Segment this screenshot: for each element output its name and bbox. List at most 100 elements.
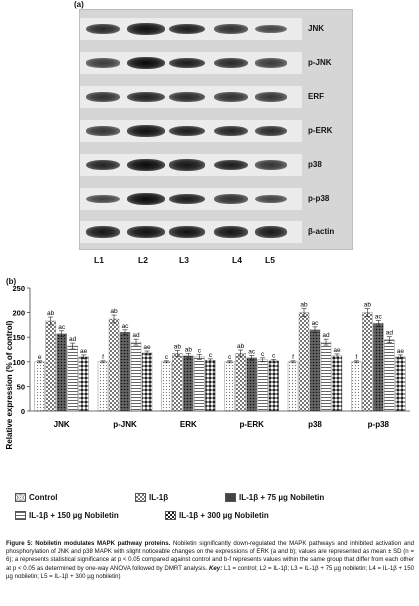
significance-letter: ac [312,320,320,327]
blot-band [255,125,287,137]
blot-band [255,226,287,238]
significance-letter: f [292,354,294,361]
bar [183,355,194,412]
significance-letter: c [261,351,265,358]
significance-letter: c [165,354,169,361]
bar [268,360,279,412]
x-tick-label: p-ERK [239,420,264,429]
blot-label: ERF [308,92,324,101]
x-tick-label: p38 [308,420,322,429]
bar [395,356,406,412]
bar [224,361,235,412]
blot-band [127,23,165,35]
legend-swatch-dots [15,493,26,502]
lane-label-l1: L1 [94,255,104,265]
legend-label: IL-1β + 150 µg Nobiletin [29,511,119,520]
blot-band [127,159,165,171]
lane-label-l4: L4 [232,255,242,265]
caption-key-label: Key: [209,564,223,572]
blot-strip [80,120,302,142]
legend-item-il1b-150: IL-1β + 150 µg Nobiletin [15,511,119,520]
blot-band [214,57,248,69]
blot-band [255,92,287,102]
blot-label: p-JNK [308,58,332,67]
bar [257,359,268,412]
bar [97,361,109,412]
legend-item-il1b-75: IL-1β + 75 µg Nobiletin [225,493,324,502]
y-tick-label: 50 [17,382,25,391]
significance-letter: c [198,347,202,354]
blot-band [169,57,205,69]
y-tick-label: 150 [12,333,25,342]
y-axis-label: Relative expression (% of control) [5,320,14,449]
significance-letter: ab [364,302,372,309]
significance-letter: f [102,354,104,361]
bar [119,332,131,412]
significance-letter: c [209,352,213,359]
blot-band [86,23,120,35]
significance-letter: f [355,354,357,361]
bar-chart: Relative expression (% of control) 0 50 10… [5,284,410,449]
legend-item-il1b-300: IL-1β + 300 µg Nobiletin [165,511,269,520]
blot-band [86,126,120,136]
figure-caption: Figure 5: Nobiletin modulates MAPK pathw… [6,540,414,581]
bar [141,352,153,412]
lane-label-l3: L3 [179,255,189,265]
blot-strip [80,221,302,243]
legend-item-control: Control [15,493,57,502]
blot-band [127,193,165,205]
significance-letter: ab [237,343,245,350]
blot-band [214,226,248,238]
bar [34,361,45,412]
blot-band [255,58,287,68]
panel-b-label: (b) [6,277,17,286]
blot-band [127,226,165,238]
significance-letter: c [272,352,276,359]
blot-label: JNK [308,24,325,33]
y-tick-label: 0 [21,407,25,416]
legend-label: Control [29,493,58,502]
panel-a-label: (a) [74,0,84,9]
bar [384,339,395,412]
bar [235,353,246,412]
blot-band [169,125,205,137]
bar [309,329,321,412]
legend-item-il1b: IL-1β [135,493,168,502]
bar [172,353,183,412]
blot-strip [80,86,302,108]
blot-band [169,159,205,171]
blot-band [169,193,205,205]
significance-letter: ac [375,313,383,320]
significance-letter: ae [80,348,88,355]
blot-band [127,125,165,137]
bar [362,312,373,412]
x-tick-label: JNK [54,420,70,429]
bar [108,318,120,412]
significance-letter: ab [300,302,308,309]
blot-band [86,92,120,102]
bar [351,361,362,412]
blot-band [255,160,287,170]
blot-strip [80,188,302,210]
blot-band [169,226,205,238]
legend-label: IL-1β + 300 µg Nobiletin [179,511,269,520]
legend-swatch-diamonds [165,511,176,520]
blot-label: β-actin [308,227,335,236]
x-tick-label: ERK [180,420,197,429]
blot-strip [80,154,302,176]
western-blot-panel: JNK p-JNK ERF p-ERK p38 p-p38 β-actin [79,9,353,250]
legend-swatch-dark-dots [225,493,236,502]
caption-body: Nobiletin significantly down-regulated t… [6,540,414,572]
significance-letter: ac [248,348,256,355]
significance-letter: ad [386,330,394,337]
blot-strip [80,18,302,40]
significance-letter: ae [333,347,341,354]
significance-letter: ad [322,332,330,339]
legend-swatch-hlines [15,511,26,520]
caption-title: Nobiletin modulates MAPK pathway protein… [35,540,171,547]
bar [331,355,343,412]
legend-swatch-checker [135,493,146,502]
bar [45,320,56,412]
caption-key-text: L1 = control; L2 = IL-1β; L3 = IL-1β + 7… [6,564,414,580]
